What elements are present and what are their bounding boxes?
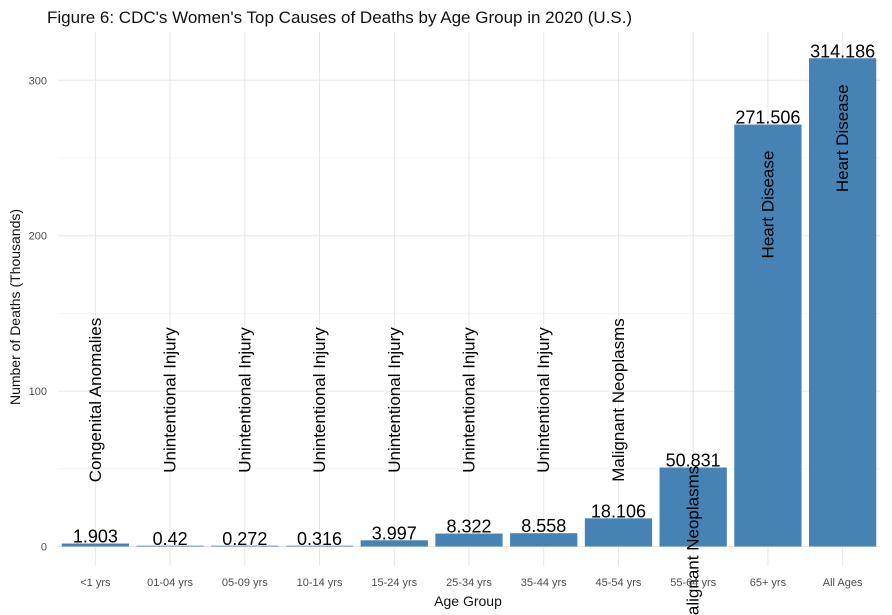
y-tick-label: 0 bbox=[41, 542, 47, 554]
bar bbox=[435, 533, 503, 547]
value-label: 8.322 bbox=[446, 517, 491, 537]
value-labels: 1.903 0.42 0.272 0.316 3.997 8.322 8.558 18.106… bbox=[73, 41, 875, 549]
cause-label: Unintentional Injury bbox=[385, 327, 404, 473]
x-tick-label: 01-04 yrs bbox=[147, 577, 193, 589]
y-tick-label: 300 bbox=[29, 75, 47, 87]
value-label: 0.316 bbox=[297, 529, 342, 549]
cause-label: Unintentional Injury bbox=[310, 327, 329, 473]
cause-label: Heart Disease bbox=[833, 84, 852, 192]
bar bbox=[211, 545, 279, 547]
bars bbox=[61, 58, 877, 547]
value-label: 3.997 bbox=[372, 523, 417, 543]
bar bbox=[136, 545, 204, 547]
y-axis-title: Number of Deaths (Thousands) bbox=[7, 209, 23, 405]
bar bbox=[510, 533, 578, 547]
x-tick-label: 35-44 yrs bbox=[521, 577, 567, 589]
bar bbox=[584, 518, 653, 547]
y-tick-label: 200 bbox=[29, 231, 47, 243]
x-tick-label: 65+ yrs bbox=[750, 577, 787, 589]
value-label: 271.506 bbox=[735, 108, 800, 128]
y-tick-label: 100 bbox=[29, 386, 47, 398]
cause-label: Heart Disease bbox=[758, 151, 777, 259]
value-label: 50.831 bbox=[666, 451, 721, 471]
cause-labels: Congenital Anomalies Unintentional Injury… bbox=[86, 84, 852, 615]
cause-label: Malignant Neoplasms bbox=[684, 466, 703, 615]
cause-label: Congenital Anomalies bbox=[86, 318, 105, 482]
value-label: 0.42 bbox=[153, 529, 188, 549]
x-axis-title: Age Group bbox=[434, 593, 502, 609]
x-tick-label: <1 yrs bbox=[80, 577, 111, 589]
bar bbox=[734, 124, 802, 547]
x-tick-label: 45-54 yrs bbox=[596, 577, 642, 589]
cause-label: Unintentional Injury bbox=[161, 327, 180, 473]
x-tick-label: 10-14 yrs bbox=[297, 577, 343, 589]
cause-label: Unintentional Injury bbox=[235, 327, 254, 473]
bar bbox=[285, 545, 354, 547]
bar bbox=[61, 543, 129, 547]
bar bbox=[809, 58, 877, 547]
value-label: 0.272 bbox=[222, 529, 267, 549]
chart-title: Figure 6: CDC's Women's Top Causes of De… bbox=[47, 8, 632, 27]
x-tick-label: 05-09 yrs bbox=[222, 577, 268, 589]
x-tick-label: All Ages bbox=[823, 577, 863, 589]
bar bbox=[659, 467, 727, 547]
value-label: 18.106 bbox=[591, 501, 646, 521]
value-label: 1.903 bbox=[73, 527, 118, 547]
cause-label: Unintentional Injury bbox=[460, 327, 479, 473]
value-label: 314.186 bbox=[810, 41, 875, 61]
cause-label: Malignant Neoplasms bbox=[609, 318, 628, 481]
value-label: 8.558 bbox=[521, 516, 566, 536]
x-axis-ticks: <1 yrs 01-04 yrs 05-09 yrs 10-14 yrs 15-24 y… bbox=[80, 577, 863, 589]
x-tick-label: 25-34 yrs bbox=[446, 577, 492, 589]
x-tick-label: 15-24 yrs bbox=[371, 577, 417, 589]
y-axis-ticks: 0 100 200 300 bbox=[29, 75, 47, 553]
bar bbox=[360, 540, 428, 547]
x-tick-label: 55-64 yrs bbox=[670, 577, 716, 589]
cause-label: Unintentional Injury bbox=[534, 327, 553, 473]
